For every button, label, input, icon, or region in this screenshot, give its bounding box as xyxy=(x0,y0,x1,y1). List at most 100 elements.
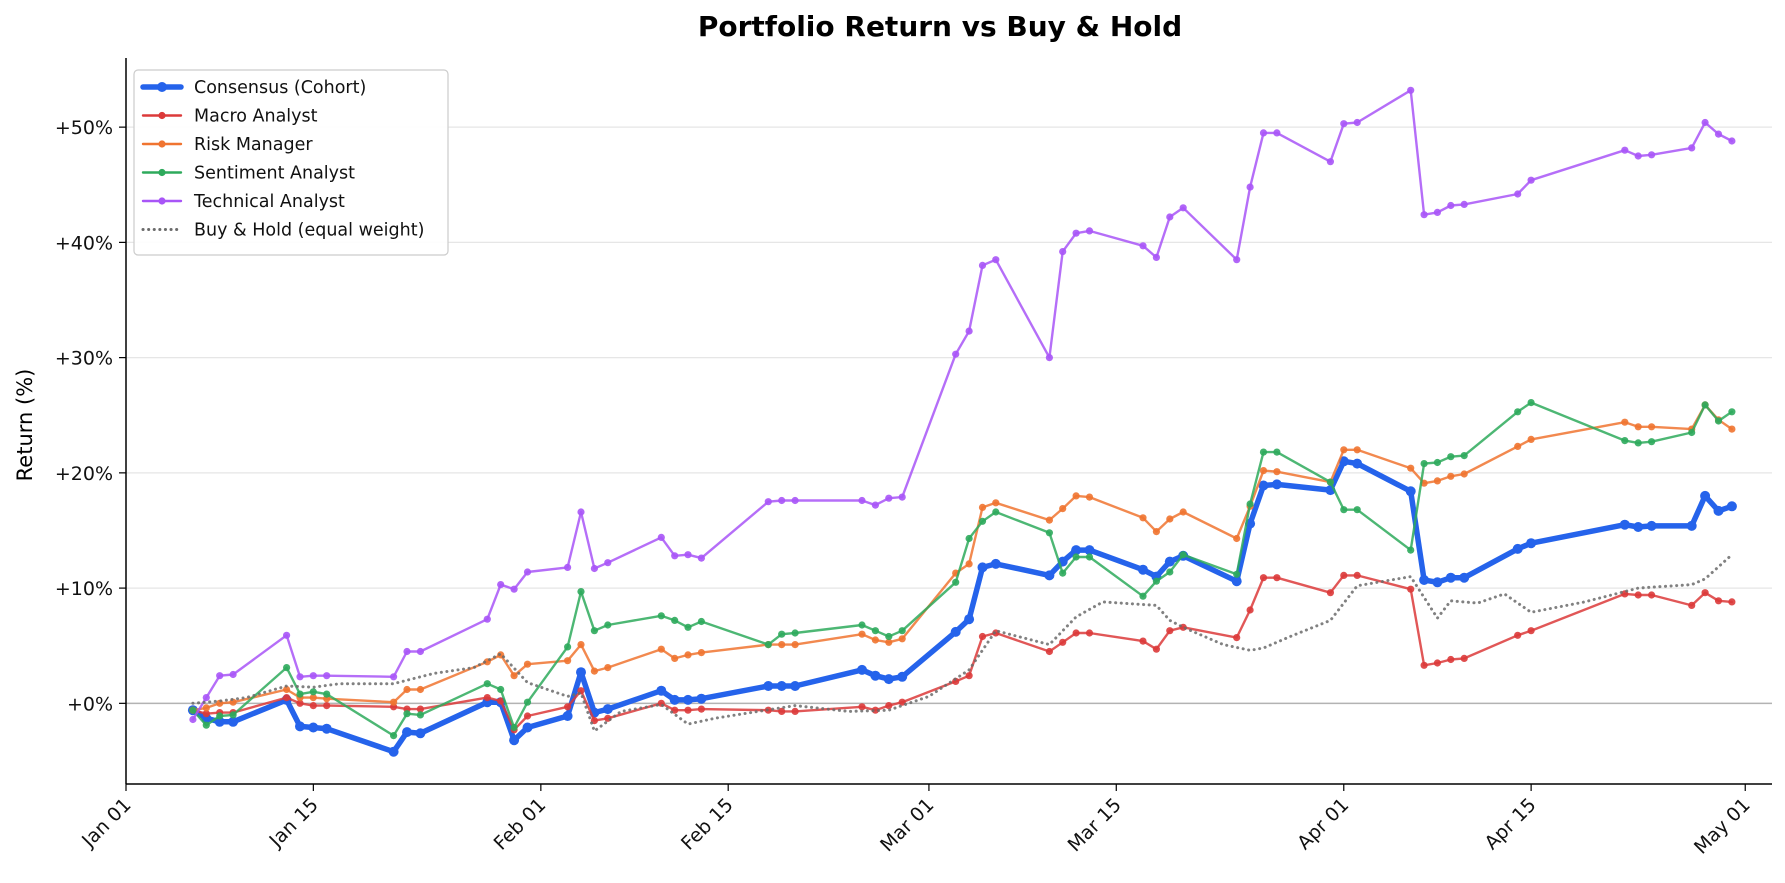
data-point xyxy=(778,496,786,505)
data-point xyxy=(1447,472,1455,480)
data-point xyxy=(564,703,572,711)
data-point xyxy=(871,627,880,635)
data-point xyxy=(202,721,210,729)
data-point xyxy=(604,621,612,629)
data-point xyxy=(992,499,1000,507)
data-point xyxy=(309,672,317,680)
data-point xyxy=(1352,458,1363,469)
x-tick-label: Feb 01 xyxy=(490,794,551,855)
data-point xyxy=(1085,629,1094,637)
data-point xyxy=(684,623,692,631)
data-point xyxy=(1353,118,1361,127)
data-point xyxy=(1728,137,1736,145)
data-point xyxy=(1460,654,1468,663)
data-point xyxy=(1728,425,1736,433)
data-point xyxy=(1045,647,1053,656)
data-point xyxy=(214,716,225,727)
data-point xyxy=(790,681,801,691)
data-point xyxy=(510,585,518,593)
data-point xyxy=(576,667,586,678)
chart-title: Portfolio Return vs Buy & Hold xyxy=(698,10,1182,43)
legend-marker xyxy=(158,140,166,148)
data-point xyxy=(763,681,774,691)
data-point xyxy=(978,503,987,511)
data-point xyxy=(590,627,599,635)
legend-label: Technical Analyst xyxy=(193,192,345,212)
data-point xyxy=(1179,204,1187,212)
data-point xyxy=(791,641,799,649)
x-tick-label: Feb 15 xyxy=(677,794,738,855)
data-point xyxy=(1138,564,1148,575)
data-point xyxy=(577,588,585,596)
legend-item-macro-analyst: Macro Analyst xyxy=(141,107,318,127)
data-point xyxy=(1152,577,1160,585)
data-point xyxy=(1701,589,1709,597)
data-point xyxy=(283,694,291,702)
data-point xyxy=(483,680,491,688)
data-point xyxy=(1139,592,1147,600)
data-point xyxy=(1085,227,1094,235)
data-point xyxy=(858,496,866,505)
legend-label: Buy & Hold (equal weight) xyxy=(194,221,424,241)
data-point xyxy=(604,559,612,567)
data-point xyxy=(403,710,411,718)
data-point xyxy=(1231,576,1242,587)
data-point xyxy=(189,715,197,724)
data-point xyxy=(952,578,960,586)
data-point xyxy=(871,501,880,509)
data-point xyxy=(1688,428,1696,437)
data-point xyxy=(1326,478,1334,486)
data-point xyxy=(1259,129,1268,137)
data-point xyxy=(283,664,291,672)
legend-item-risk-manager: Risk Manager xyxy=(141,135,313,155)
data-point xyxy=(321,723,332,734)
data-point xyxy=(885,702,893,710)
data-point xyxy=(1512,543,1523,554)
data-point xyxy=(1326,158,1334,166)
legend-marker xyxy=(157,82,167,92)
data-point xyxy=(1713,505,1724,516)
data-point xyxy=(1527,627,1535,635)
data-point xyxy=(1326,589,1334,597)
data-point xyxy=(885,632,893,641)
data-point xyxy=(671,552,679,560)
data-point xyxy=(1447,655,1455,664)
data-point xyxy=(1460,452,1468,460)
data-point xyxy=(296,699,304,707)
data-point xyxy=(697,649,706,657)
data-point xyxy=(1714,597,1723,605)
data-point xyxy=(296,673,304,681)
data-point xyxy=(1139,242,1147,250)
data-point xyxy=(416,711,424,719)
data-point xyxy=(323,672,331,680)
data-point xyxy=(523,568,532,576)
data-point xyxy=(604,664,612,672)
data-point xyxy=(657,533,665,542)
data-point xyxy=(858,630,866,638)
data-point xyxy=(977,562,988,573)
data-point xyxy=(1526,538,1537,549)
data-point xyxy=(189,706,197,714)
data-point xyxy=(1059,248,1067,256)
data-point xyxy=(858,621,866,629)
data-point xyxy=(1527,435,1535,443)
data-point xyxy=(671,654,679,663)
data-point xyxy=(697,617,706,626)
data-point xyxy=(1433,458,1441,467)
data-point xyxy=(684,706,692,714)
data-point xyxy=(1527,176,1535,184)
data-point xyxy=(523,698,532,706)
data-point xyxy=(657,645,665,653)
data-point xyxy=(1353,571,1361,580)
data-point xyxy=(390,698,398,706)
data-point xyxy=(416,647,424,656)
legend: Consensus (Cohort) Macro Analyst Risk Mana… xyxy=(133,69,449,256)
data-point xyxy=(791,496,799,505)
data-point xyxy=(1139,637,1147,645)
data-point xyxy=(283,631,291,639)
data-point xyxy=(228,716,239,727)
data-point xyxy=(1084,545,1095,556)
data-point xyxy=(497,697,505,705)
data-point xyxy=(1353,446,1361,454)
data-point xyxy=(1340,506,1348,514)
